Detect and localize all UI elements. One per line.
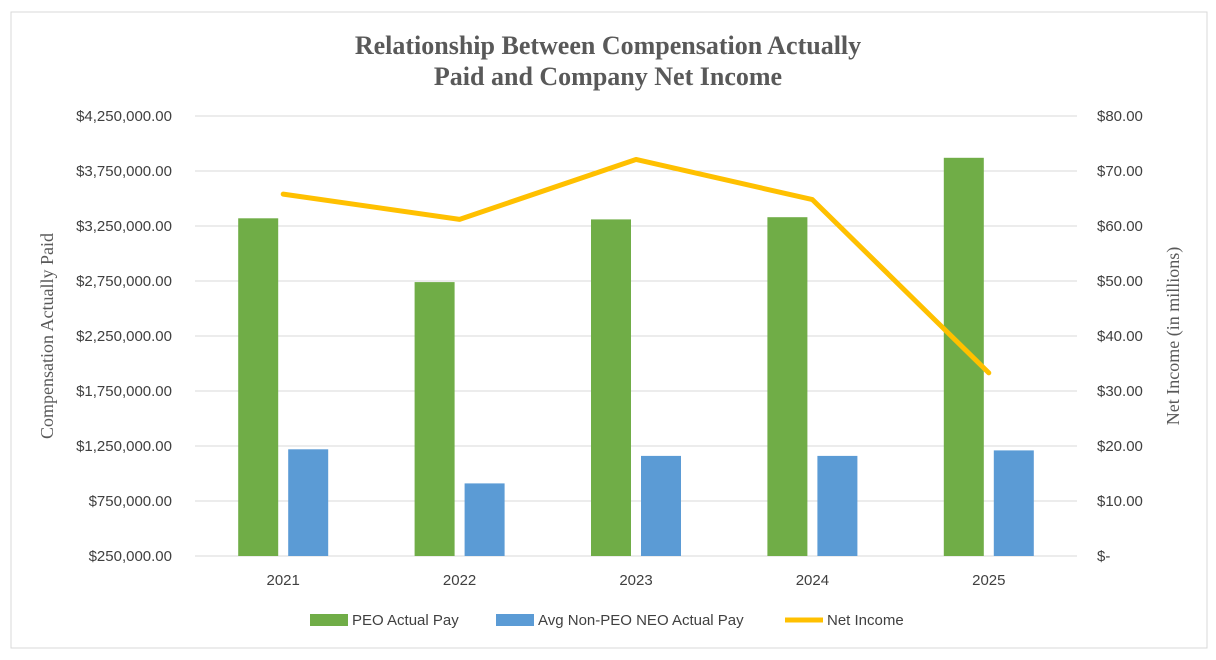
x-tick-label: 2023: [619, 572, 652, 589]
legend: PEO Actual Pay Avg Non-PEO NEO Actual Pay…: [310, 612, 904, 629]
legend-swatch: [496, 614, 534, 626]
non-peo-neo-actual-pay-bar: [817, 455, 858, 556]
legend-label: Avg Non-PEO NEO Actual Pay: [538, 612, 744, 629]
y-axis-title: Compensation Actually Paid: [37, 233, 57, 439]
chart-title-line-1: Relationship Between Compensation Actual…: [355, 31, 861, 60]
peo-actual-pay-bar: [238, 218, 279, 557]
peo-actual-pay-bar: [767, 217, 808, 556]
y2-tick-label: $50.00: [1097, 273, 1143, 290]
non-peo-neo-actual-pay-bar: [993, 450, 1034, 556]
y-tick-label: $1,750,000.00: [76, 383, 172, 400]
y-tick-label: $2,250,000.00: [76, 328, 172, 345]
x-tick-label: 2022: [443, 572, 476, 589]
y2-tick-label: $60.00: [1097, 218, 1143, 235]
y2-tick-label: $-: [1097, 548, 1110, 565]
y-tick-label: $3,250,000.00: [76, 218, 172, 235]
non-peo-neo-actual-pay-bar: [288, 449, 329, 556]
y-tick-label: $3,750,000.00: [76, 163, 172, 180]
y2-tick-label: $10.00: [1097, 493, 1143, 510]
y-tick-label: $750,000.00: [89, 493, 172, 510]
non-peo-neo-actual-pay-bar: [464, 483, 505, 556]
y-tick-label: $250,000.00: [89, 548, 172, 565]
y2-tick-label: $30.00: [1097, 383, 1143, 400]
x-tick-label: 2021: [267, 572, 300, 589]
tick-labels: $250,000.00 $- $750,000.00 $10.00 $1,250,000…: [76, 108, 1143, 589]
y2-tick-label: $40.00: [1097, 328, 1143, 345]
y2-tick-label: $20.00: [1097, 438, 1143, 455]
y2-tick-label: $70.00: [1097, 163, 1143, 180]
y-tick-label: $2,750,000.00: [76, 273, 172, 290]
gridlines: [195, 115, 1077, 557]
net-income-line-group: [280, 156, 992, 376]
net-income-line: [280, 156, 992, 376]
y-tick-label: $4,250,000.00: [76, 108, 172, 125]
y-tick-label: $1,250,000.00: [76, 438, 172, 455]
peo-actual-pay-bar: [591, 219, 631, 556]
chart-title-line-2: Paid and Company Net Income: [434, 62, 782, 91]
x-tick-label: 2025: [972, 572, 1005, 589]
bars: [238, 157, 1034, 557]
non-peo-neo-actual-pay-bar: [641, 455, 681, 556]
legend-label: Net Income: [827, 612, 904, 629]
y2-tick-label: $80.00: [1097, 108, 1143, 125]
legend-label: PEO Actual Pay: [352, 612, 459, 629]
x-tick-label: 2024: [796, 572, 829, 589]
y2-axis-title: Net Income (in millions): [1163, 247, 1184, 425]
peo-actual-pay-bar: [943, 157, 984, 557]
legend-swatch: [310, 614, 348, 626]
peo-actual-pay-bar: [414, 282, 455, 556]
